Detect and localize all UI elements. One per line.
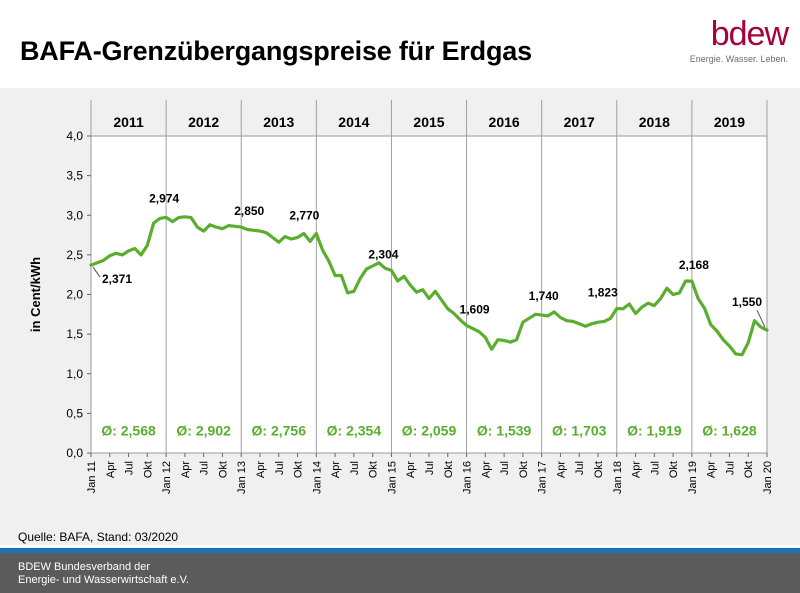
- x-tick-label: Apr: [480, 461, 492, 478]
- plot-background: [90, 135, 768, 454]
- x-tick-label: Okt: [668, 461, 680, 478]
- x-tick-label: Apr: [555, 461, 567, 478]
- x-tick-label: Apr: [255, 461, 267, 478]
- x-tick-label: Jul: [574, 461, 586, 475]
- x-tick-label: Apr: [706, 461, 718, 478]
- x-tick-label: Jul: [499, 461, 511, 475]
- x-tick-label: Jan 12: [161, 461, 173, 494]
- x-tick-label: Jan 18: [612, 461, 624, 494]
- header: BAFA-Grenzübergangspreise für Erdgas bde…: [0, 0, 800, 88]
- year-label: 2014: [338, 114, 369, 130]
- logo-word: bdew: [710, 15, 789, 53]
- x-tick-label: Jul: [649, 461, 661, 475]
- logo-tagline: Energie. Wasser. Leben.: [689, 54, 788, 64]
- year-average-label: Ø: 1,539: [477, 423, 532, 439]
- y-tick-label: 0,0: [66, 446, 83, 460]
- year-average-label: Ø: 2,756: [252, 423, 307, 439]
- year-label: 2018: [639, 114, 670, 130]
- x-tick-label: Jul: [124, 461, 136, 475]
- year-label: 2012: [188, 114, 219, 130]
- y-tick-label: 3,5: [66, 169, 83, 183]
- x-tick-label: Jan 13: [236, 461, 248, 494]
- data-label: 1,550: [732, 295, 762, 309]
- x-tick-label: Jan 20: [762, 461, 774, 494]
- y-tick-label: 1,5: [66, 327, 83, 341]
- y-tick-label: 0,5: [66, 406, 83, 420]
- x-tick-label: Jan 11: [86, 461, 98, 493]
- data-label: 1,609: [460, 302, 490, 316]
- year-label: 2017: [564, 114, 595, 130]
- data-label-leader: [756, 309, 766, 328]
- data-label: 1,740: [529, 289, 559, 303]
- data-label: 2,974: [149, 191, 179, 205]
- y-axis-label: in Cent/kWh: [28, 257, 43, 332]
- x-tick-label: Okt: [142, 461, 154, 478]
- y-tick-label: 4,0: [66, 129, 83, 143]
- chart-area: 2011 2012 2013 2014 2015 2016 2017 2018 2019 0,0 0…: [0, 88, 800, 545]
- x-tick-label: Okt: [518, 461, 530, 478]
- data-label: 1,823: [588, 286, 618, 300]
- year-average-label: Ø: 2,902: [176, 423, 231, 439]
- price-chart: 2011 2012 2013 2014 2015 2016 2017 2018 2019 0,0 0…: [28, 100, 774, 494]
- x-tick-label: Jul: [349, 461, 361, 475]
- x-tick-label: Apr: [631, 461, 643, 478]
- x-tick-label: Jul: [199, 461, 211, 475]
- year-label: 2016: [489, 114, 520, 130]
- footer-accent-line: [0, 548, 800, 553]
- data-label: 2,304: [368, 247, 398, 261]
- year-average-label: Ø: 1,703: [552, 423, 607, 439]
- year-average-label: Ø: 1,628: [702, 423, 757, 439]
- x-tick-label: Jan 16: [462, 461, 474, 494]
- year-label: 2015: [413, 114, 444, 130]
- x-tick-label: Apr: [405, 461, 417, 478]
- footer: BDEW Bundesverband der Energie- und Wass…: [0, 553, 800, 593]
- year-average-label: Ø: 2,568: [101, 423, 156, 439]
- year-average-label: Ø: 2,059: [402, 423, 457, 439]
- source-note: Quelle: BAFA, Stand: 03/2020: [18, 530, 179, 544]
- data-label-leader: [92, 266, 101, 278]
- y-tick-label: 2,0: [66, 288, 83, 302]
- x-tick-label: Jan 15: [386, 461, 398, 494]
- x-tick-label: Apr: [105, 461, 117, 478]
- x-tick-label: Apr: [330, 461, 342, 478]
- data-label: 2,371: [102, 272, 132, 286]
- footer-line-1: BDEW Bundesverband der: [18, 561, 151, 573]
- x-tick-label: Okt: [743, 461, 755, 478]
- year-label: 2011: [113, 114, 144, 130]
- y-tick-label: 1,0: [66, 367, 83, 381]
- year-average-label: Ø: 2,354: [327, 423, 382, 439]
- x-tick-label: Jul: [724, 461, 736, 475]
- y-tick-label: 3,0: [66, 208, 83, 222]
- bdew-logo: bdew Energie. Wasser. Leben.: [678, 15, 789, 64]
- x-tick-label: Apr: [180, 461, 192, 478]
- x-tick-label: Jan 14: [311, 461, 323, 494]
- x-tick-label: Okt: [293, 461, 305, 478]
- x-tick-label: Okt: [368, 461, 380, 478]
- price-series-line: [89, 215, 769, 357]
- year-average-label: Ø: 1,919: [627, 423, 682, 439]
- x-tick-label: Jul: [274, 461, 286, 475]
- x-tick-label: Okt: [217, 461, 229, 478]
- x-tick-label: Okt: [593, 461, 605, 478]
- data-label: 2,168: [679, 258, 709, 272]
- y-tick-label: 2,5: [66, 248, 83, 262]
- footer-line-2: Energie- und Wasserwirtschaft e.V.: [18, 574, 189, 586]
- year-label: 2013: [263, 114, 294, 130]
- x-tick-label: Jul: [424, 461, 436, 475]
- x-tick-label: Jan 17: [537, 461, 549, 494]
- year-label: 2019: [714, 114, 745, 130]
- data-label: 2,850: [234, 204, 264, 218]
- data-label: 2,770: [289, 208, 319, 222]
- x-tick-label: Okt: [443, 461, 455, 478]
- page-title: BAFA-Grenzübergangspreise für Erdgas: [20, 36, 532, 66]
- x-tick-label: Jan 19: [687, 461, 699, 494]
